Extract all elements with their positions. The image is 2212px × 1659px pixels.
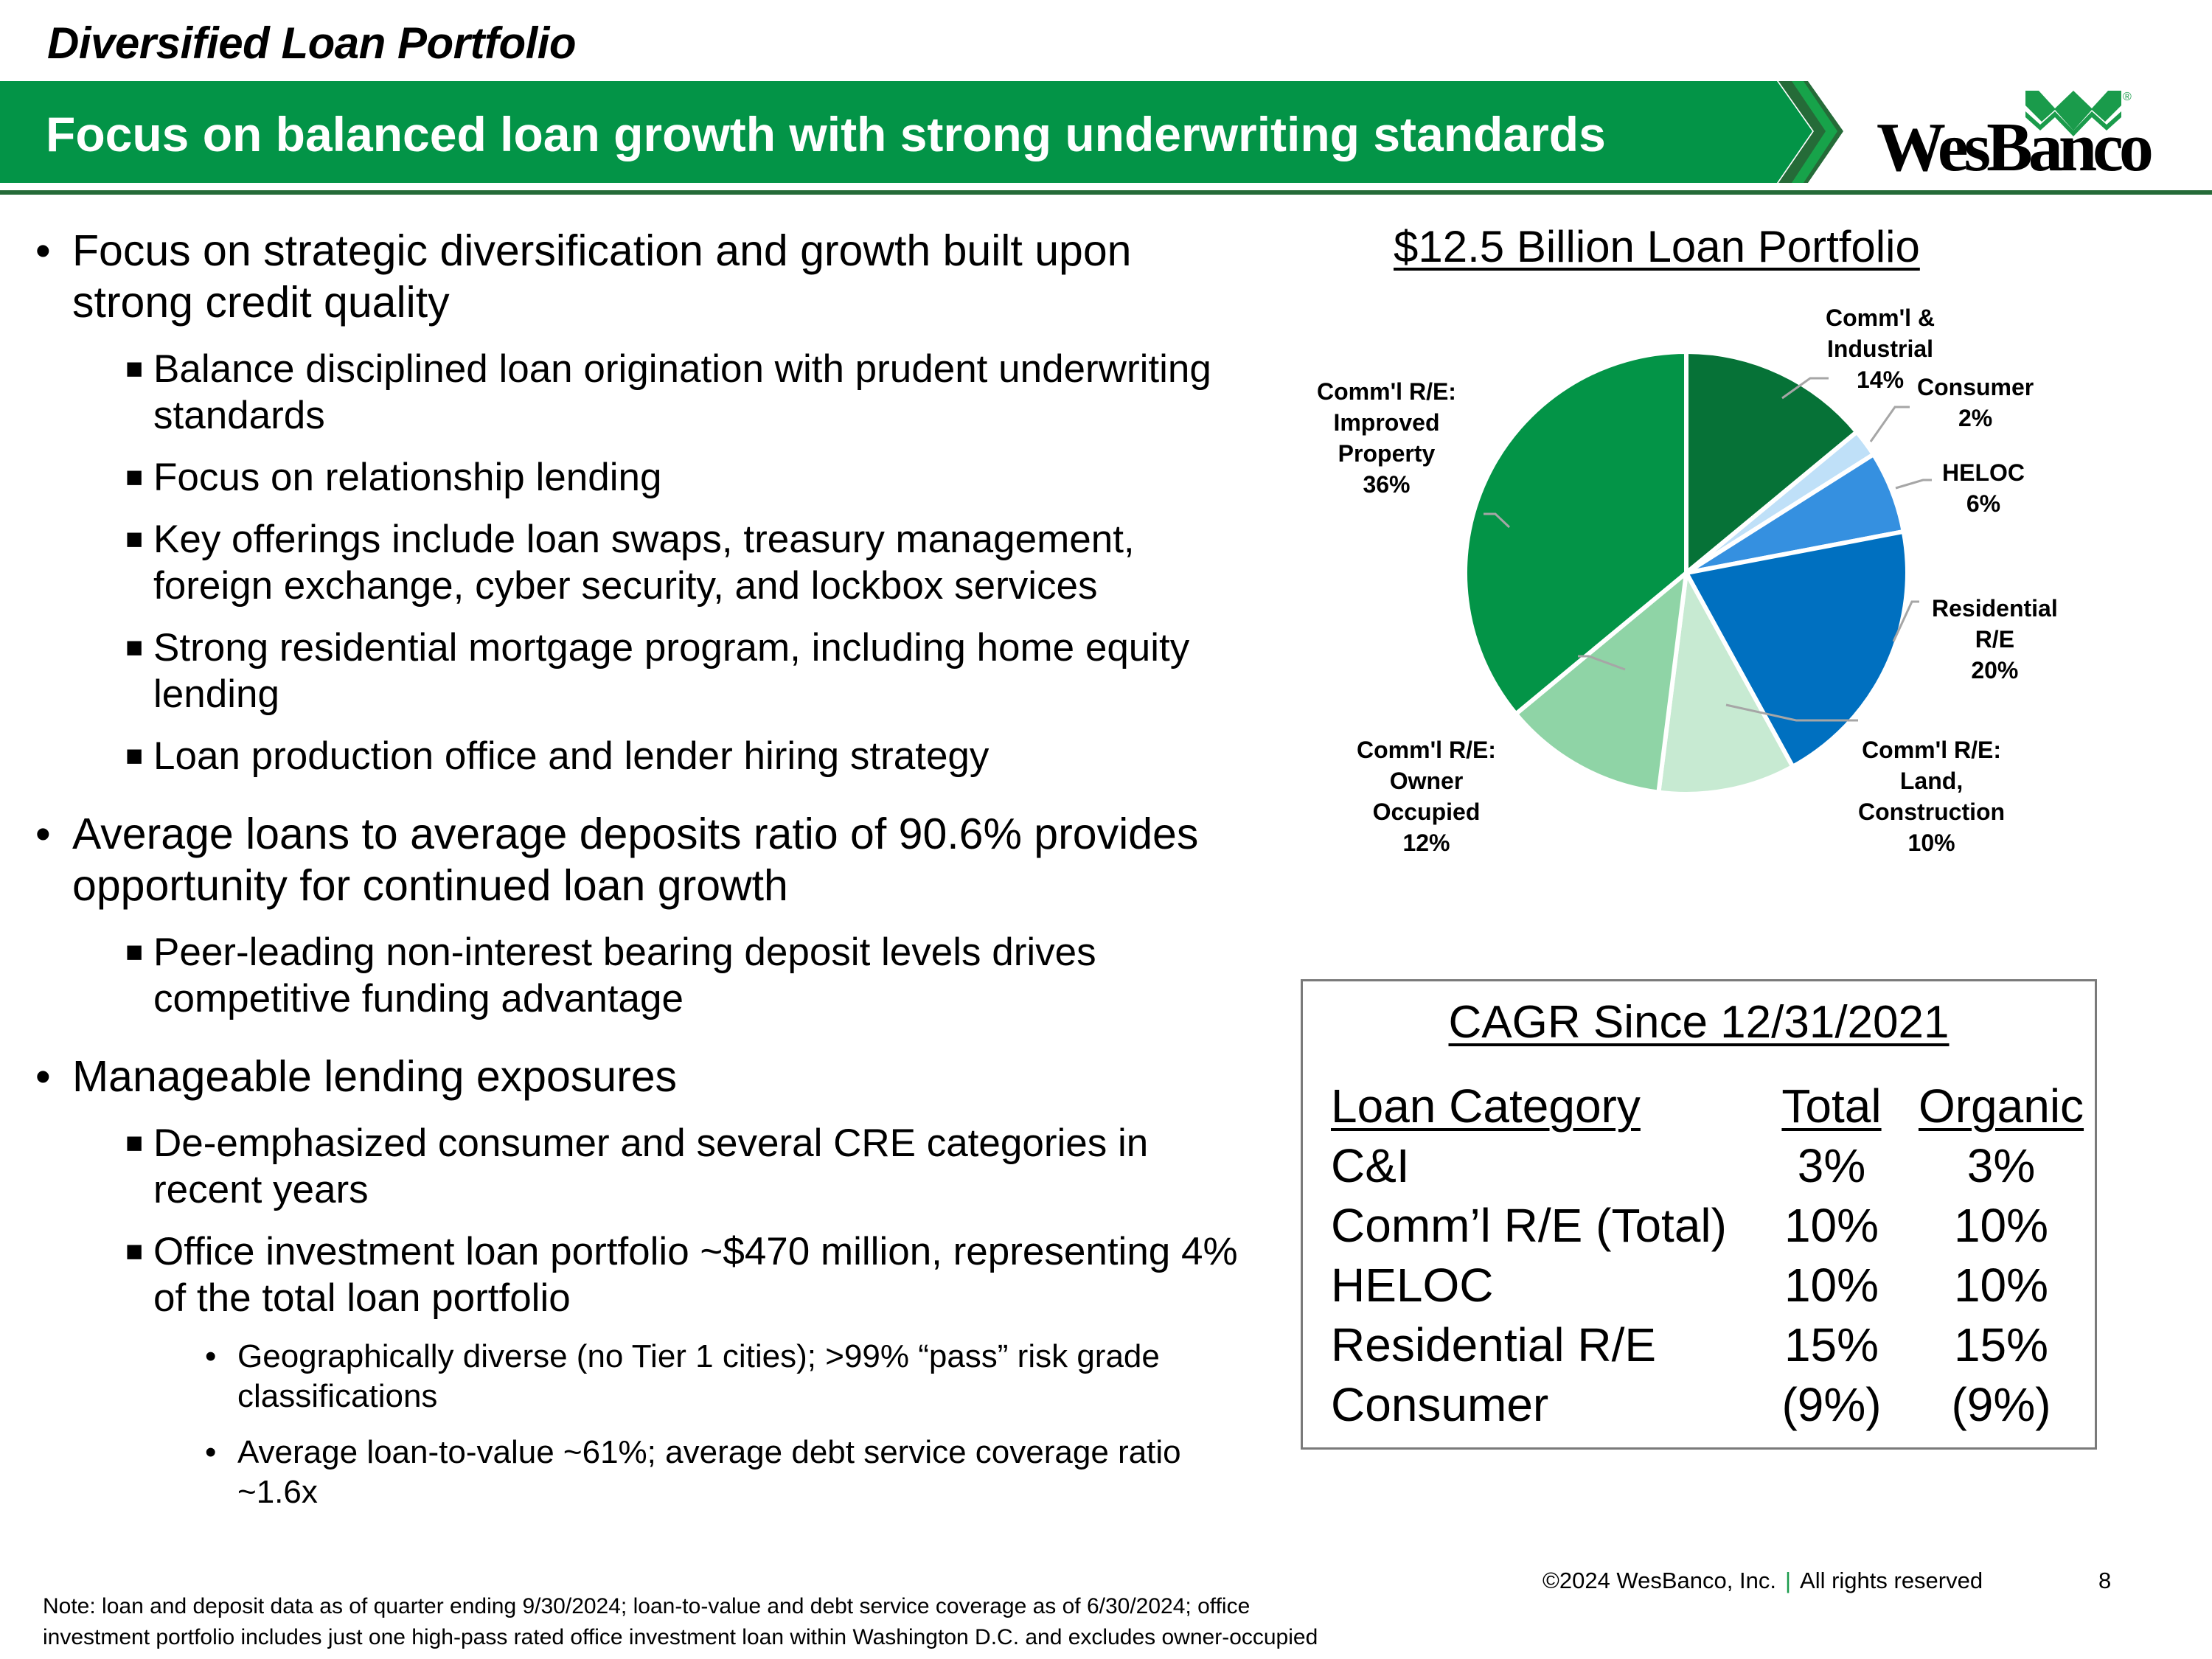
header-divider [0, 190, 2212, 195]
bullet-level3: • Average loan-to-value ~61%; average deb… [205, 1434, 1181, 1510]
logo-registered-mark: ® [2123, 91, 2132, 103]
pie-slice-residential [1684, 529, 1910, 769]
loan-portfolio-pie-chart: Comm'l & Industrial 14% Consumer 2% HELOC 6%… [1290, 280, 2101, 870]
bullet-level3: • Geographically diverse (no Tier 1 citie… [205, 1338, 1160, 1414]
bullet-level2: ■ Strong residential mortgage program, in… [125, 626, 1190, 716]
bullet-level2: ■ De-emphasized consumer and several CRE … [125, 1121, 1149, 1211]
logo-wordmark: WesBanco [1877, 109, 2154, 186]
bullet-square-icon: ■ [125, 523, 144, 555]
bullet-dot-icon: • [35, 226, 51, 275]
bullet-square-icon: ■ [125, 936, 144, 968]
pie-slice-owner-occupied [1513, 571, 1688, 795]
cagr-table: Loan Category Total Organic C&I 3% 3% Co… [1331, 1076, 2093, 1434]
bullet-level1: • Focus on strategic diversification and … [35, 226, 1132, 327]
bullet-level2: ■ Peer-leading non-interest bearing depos… [125, 931, 1096, 1020]
table-row: HELOC 10% 10% [1331, 1258, 2049, 1312]
bullet-square-icon: ■ [125, 1235, 144, 1267]
pie-label-residential: Residential R/E 20% [1932, 595, 2058, 684]
bullet-dot-icon: • [205, 1338, 217, 1374]
bullet-dot-icon: • [35, 810, 51, 858]
table-row: C&I 3% 3% [1331, 1138, 2036, 1192]
footer-copyright: ©2024 WesBanco, Inc. | All rights reserved [1543, 1568, 1983, 1593]
leader-lines [1484, 377, 1932, 722]
logo-w-mark-icon [2025, 91, 2121, 136]
pie-slice-land-construction [1656, 571, 1795, 796]
pie-chart-title: $12.5 Billion Loan Portfolio [1394, 222, 1920, 271]
bullet-square-icon: ■ [125, 461, 144, 493]
bullet-dot-icon: • [35, 1052, 51, 1101]
banner-title: Focus on balanced loan growth with stron… [46, 107, 1606, 161]
bullet-square-icon: ■ [125, 740, 144, 772]
banner-arrow-shape [0, 81, 1843, 183]
pie-label-consumer: Consumer 2% [1917, 374, 2034, 431]
bullet-level2: ■ Key offerings include loan swaps, treas… [125, 518, 1135, 608]
pie-label-improved-property: Comm'l R/E: Improved Property 36% [1317, 378, 1456, 498]
bullet-level1: • Manageable lending exposures [35, 1052, 678, 1101]
pie-slice-ci [1684, 349, 1860, 575]
bullet-level2: ■ Balance disciplined loan origination wi… [125, 347, 1211, 437]
table-row: Comm’l R/E (Total) 10% 10% [1331, 1198, 2049, 1252]
bullet-level2: ■ Focus on relationship lending [125, 456, 662, 499]
bullet-list: • Focus on strategic diversification and … [35, 225, 1245, 1528]
pie-slice-improved-property [1463, 349, 1688, 717]
pie-label-land-construction: Comm'l R/E: Land, Construction 10% [1858, 737, 2006, 856]
table-row: Consumer (9%) (9%) [1331, 1377, 2051, 1431]
bullet-level1: • Average loans to average deposits ratio… [35, 810, 1199, 910]
slide-title: Diversified Loan Portfolio [47, 18, 577, 68]
page-number: 8 [2098, 1568, 2112, 1593]
bullet-square-icon: ■ [125, 1127, 144, 1159]
cagr-title: CAGR Since 12/31/2021 [1448, 997, 1950, 1048]
cagr-header-row: Loan Category Total Organic [1331, 1079, 2084, 1133]
pie-svg [1463, 349, 1932, 796]
bullet-dot-icon: • [205, 1434, 217, 1470]
pie-label-heloc: HELOC 6% [1942, 459, 2025, 517]
wesbanco-logo: ® WesBanco [1877, 85, 2154, 182]
table-row: Residential R/E 15% 15% [1331, 1318, 2049, 1371]
bullet-level2: ■ Loan production office and lender hirin… [125, 734, 990, 778]
bullet-square-icon: ■ [125, 352, 144, 385]
title-banner: Focus on balanced loan growth with stron… [0, 81, 1858, 183]
footer-separator: | [1784, 1568, 1792, 1593]
bullet-square-icon: ■ [125, 631, 144, 664]
footnote: Note: loan and deposit data as of quarte… [43, 1594, 1318, 1649]
pie-label-owner-occupied: Comm'l R/E: Owner Occupied 12% [1357, 737, 1496, 856]
bullet-level2: ■ Office investment loan portfolio ~$470 … [125, 1230, 1238, 1320]
pie-label-ci: Comm'l & Industrial 14% [1826, 305, 1935, 393]
cagr-panel: CAGR Since 12/31/2021 Loan Category Tota… [1301, 979, 2097, 1450]
